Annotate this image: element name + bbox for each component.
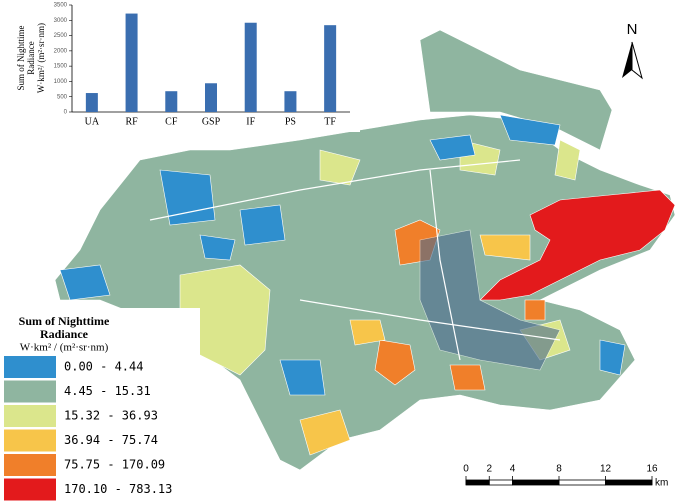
x-tick-label: PS <box>285 116 296 127</box>
region <box>479 189 676 301</box>
bar <box>125 13 138 113</box>
north-label: N <box>627 21 638 38</box>
region <box>349 319 386 346</box>
y-tick-label: 2500 <box>54 33 68 39</box>
legend-label: 0.00 - 4.44 <box>64 360 143 374</box>
y-tick-label: 3500 <box>54 3 68 9</box>
legend-swatch <box>4 429 56 452</box>
region <box>279 359 326 396</box>
x-tick-label: IF <box>246 116 255 127</box>
legend-swatch <box>4 380 56 403</box>
scale-segment <box>465 479 490 486</box>
y-tick-label: 3000 <box>54 18 68 24</box>
y-tick-label: 1500 <box>54 64 68 70</box>
north-arrow: N <box>622 21 643 80</box>
region <box>479 234 531 261</box>
region <box>319 149 361 186</box>
region <box>159 169 216 226</box>
legend-label: 170.10 - 783.13 <box>64 482 172 496</box>
region <box>59 264 111 301</box>
bar <box>244 22 257 112</box>
bar <box>85 93 98 112</box>
scale-segment <box>558 479 606 486</box>
scale-label: 0 <box>463 464 469 475</box>
y-axis-label: Sum of Nighttime <box>16 25 26 90</box>
region <box>554 139 581 181</box>
region <box>429 134 476 161</box>
scale-segment <box>512 479 560 486</box>
legend-title: Radiance <box>40 327 89 341</box>
region <box>449 364 486 391</box>
bar <box>284 91 297 112</box>
region <box>419 29 613 151</box>
y-tick-label: 1000 <box>54 79 68 85</box>
x-tick-label: GSP <box>202 116 221 127</box>
region <box>299 409 351 456</box>
scale-bar: 0 2 4 8 12 16 km <box>463 464 668 489</box>
road <box>149 159 561 361</box>
legend-title: W·km² / (m²·sr·nm) <box>20 342 109 354</box>
scale-label: 2 <box>486 464 492 475</box>
x-tick-label: TF <box>324 116 336 127</box>
legend-title: Sum of Nighttime <box>19 314 110 328</box>
y-tick-label: 500 <box>57 94 68 100</box>
arrow <box>622 42 632 78</box>
x-tick-label: RF <box>125 116 138 127</box>
x-tick-label: UA <box>85 116 100 127</box>
scale-unit: km <box>655 478 668 489</box>
y-axis-label: Radiance <box>26 41 36 74</box>
legend-swatch <box>4 454 56 476</box>
legend-label: 15.32 - 36.93 <box>64 409 158 423</box>
legend-swatch <box>4 356 56 378</box>
scale-label: 12 <box>600 464 612 475</box>
legend-swatch <box>4 478 56 501</box>
region <box>499 114 561 146</box>
y-tick-label: 0 <box>64 110 68 116</box>
region <box>239 204 286 246</box>
bar <box>165 91 178 112</box>
scale-label: 4 <box>510 464 516 475</box>
region <box>199 234 236 261</box>
y-axis-label: W·km²/ (m²·sr·nm) <box>36 23 46 93</box>
scale-label: 16 <box>646 464 658 475</box>
scale-label: 8 <box>556 464 562 475</box>
legend-swatch <box>4 405 56 427</box>
scale-segment <box>605 479 653 486</box>
legend-label: 75.75 - 170.09 <box>64 458 165 472</box>
inset-chart: 0 500 1000 1500 2000 2500 3000 3500 Sum of Night… <box>16 3 350 127</box>
scale-segment <box>488 479 513 486</box>
region <box>599 339 626 376</box>
map <box>54 29 676 471</box>
bar <box>324 25 337 113</box>
legend-label: 4.45 - 15.31 <box>64 384 151 398</box>
legend-label: 36.94 - 75.74 <box>64 433 158 447</box>
region <box>524 299 546 321</box>
inset-background <box>0 0 360 132</box>
region <box>374 339 416 386</box>
y-tick-label: 2000 <box>54 48 68 54</box>
arrow <box>631 41 643 80</box>
x-tick-label: CF <box>165 116 178 127</box>
bar <box>205 83 217 112</box>
